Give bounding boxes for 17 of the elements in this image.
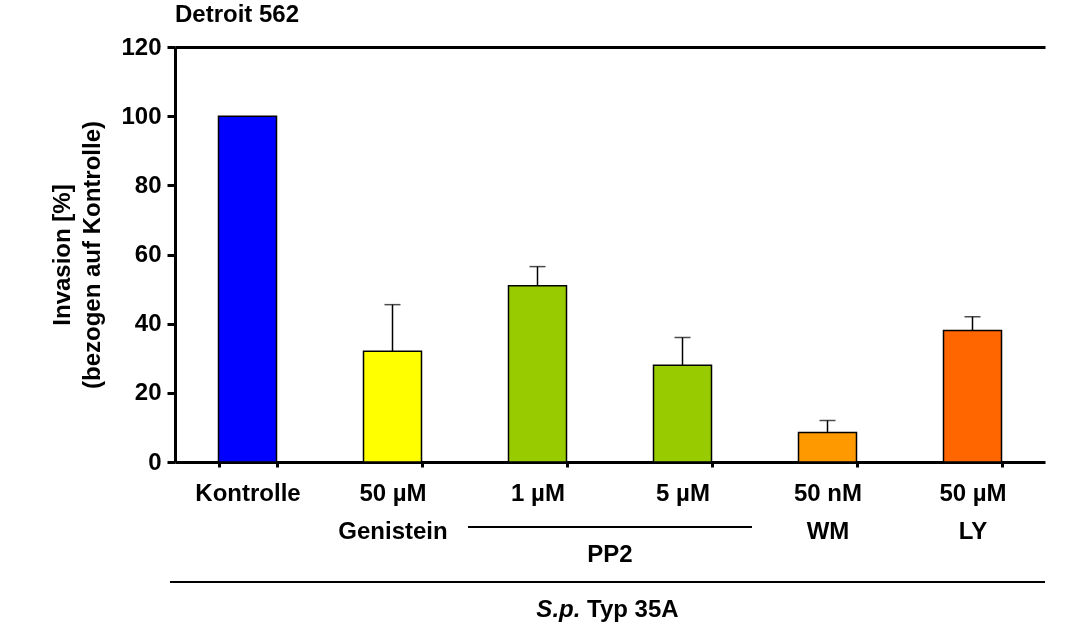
- y-tick-label: 40: [134, 309, 162, 337]
- chart-title: Detroit 562: [175, 0, 300, 27]
- x-tick-label: 50 µM LY: [939, 478, 1007, 544]
- text: PP2: [587, 540, 633, 568]
- y-tick-label: 120: [121, 32, 162, 60]
- y-tick-label: 60: [134, 240, 162, 267]
- y-axis-title: Invasion [%] (bezogen auf Kontrolle): [48, 121, 106, 389]
- text: S.p. Typ 35A: [536, 595, 679, 623]
- y-tick-label: 80: [134, 170, 162, 198]
- x-tick-label: 5 µM: [656, 478, 710, 506]
- y-tick-label: 0: [148, 447, 162, 475]
- x-tick-label: Kontrolle: [195, 478, 301, 506]
- x-tick-label: 1 µM: [511, 478, 565, 506]
- x-tick-label: 50 µM Genistein: [338, 478, 448, 544]
- y-tick-label: 20: [134, 378, 162, 406]
- x-tick-label: 50 nM WM: [793, 478, 863, 544]
- y-tick-label: 100: [121, 101, 162, 129]
